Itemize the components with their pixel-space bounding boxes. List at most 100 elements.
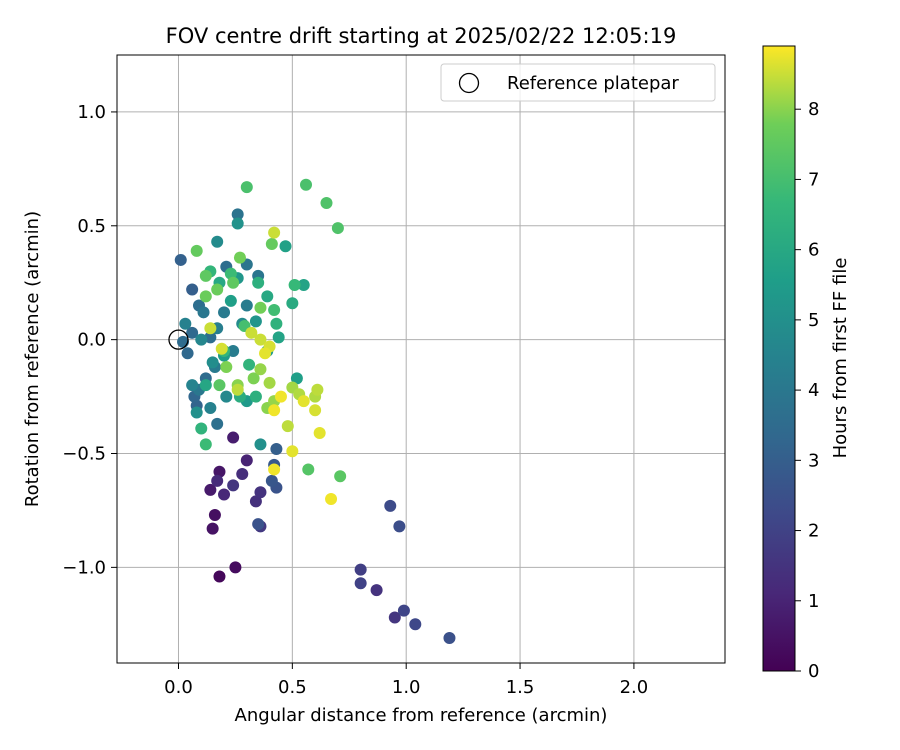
data-point [213,379,226,392]
x-axis-label: Angular distance from reference (arcmin) [235,705,608,726]
data-point [197,306,210,319]
data-point [443,631,456,644]
data-point [286,297,299,310]
data-point [388,611,401,624]
data-point [213,570,226,583]
data-point [206,356,219,369]
data-point [302,463,315,476]
data-point [286,445,299,458]
y-tick-label: −0.5 [62,444,106,465]
data-point [249,390,262,403]
data-point [227,345,240,358]
data-point [311,383,324,396]
colorbar-tick-label: 5 [808,310,819,331]
y-axis-ticks: −1.0 −0.5 0.0 0.5 1.0 [62,102,117,578]
data-point [218,306,231,319]
data-point [224,294,237,307]
data-point [254,486,267,499]
data-point [211,417,224,430]
data-point [227,276,240,289]
data-point [252,276,265,289]
data-point [249,315,262,328]
data-point [243,358,256,371]
data-point [268,463,281,476]
data-point [227,479,240,492]
data-point [211,235,224,248]
data-point [211,283,224,296]
data-point [397,604,410,617]
colorbar-ticks: 0 1 2 3 4 5 6 7 8 [795,99,819,682]
data-point [204,401,217,414]
x-tick-label: 1.0 [392,677,421,698]
data-point [265,238,278,251]
data-point [370,584,383,597]
data-point [384,499,397,512]
data-point [215,342,228,355]
data-point [325,493,338,506]
data-point [199,269,212,282]
data-point [297,278,310,291]
data-point [354,563,367,576]
data-point [270,442,283,455]
data-point [199,379,212,392]
data-point [309,404,322,417]
x-tick-label: 0.5 [278,677,307,698]
colorbar-tick-label: 7 [808,169,819,190]
data-point [274,390,287,403]
data-point [224,267,237,280]
y-tick-label: 0.0 [77,330,106,351]
data-point [190,244,203,257]
data-point [186,326,199,339]
data-point [272,331,285,344]
data-point [254,438,267,451]
colorbar-tick-label: 8 [808,99,819,120]
x-tick-label: 0.0 [164,677,193,698]
data-point [268,226,281,239]
legend-circle-icon [458,72,480,94]
data-point [174,253,187,266]
data-point [220,360,233,373]
data-point [231,208,244,221]
data-point [195,333,208,346]
data-point [240,181,253,194]
data-point [204,322,217,335]
data-point [179,317,192,330]
colorbar-tick-label: 4 [808,380,819,401]
legend: Reference platepar [440,63,716,102]
data-point [290,372,303,385]
legend-entry: Reference platepar [507,73,679,94]
y-tick-label: 0.5 [77,216,106,237]
legend-box [440,63,716,102]
data-point [199,290,212,303]
data-point [227,431,240,444]
x-tick-label: 2.0 [620,677,649,698]
data-point [186,379,199,392]
data-point [254,333,267,346]
data-point [233,251,246,264]
plot-frame [116,54,726,664]
colorbar-tick-label: 0 [808,661,819,682]
data-point [236,467,249,480]
data-point [259,347,272,360]
data-point [270,317,283,330]
data-point [231,217,244,230]
data-point [249,495,262,508]
data-point [288,278,301,291]
colorbar-label: Hours from first FF file [830,258,851,459]
colorbar-tick-label: 1 [808,591,819,612]
data-point [254,363,267,376]
data-point [208,508,221,521]
scatter-points [174,178,456,644]
x-tick-label: 1.5 [506,677,535,698]
data-point [279,240,292,253]
data-point [331,222,344,235]
data-point [268,404,281,417]
grid [117,55,725,663]
reference-marker-group [168,329,189,350]
chart-title: FOV centre drift starting at 2025/02/22 … [166,24,677,48]
data-point [213,465,226,478]
colorbar-tick-label: 3 [808,450,819,471]
data-point [220,390,233,403]
data-point [313,427,326,440]
